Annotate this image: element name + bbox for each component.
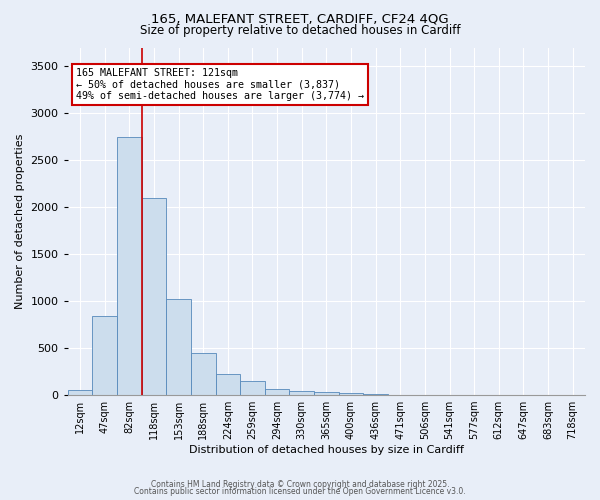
Bar: [265, 388, 289, 395]
Bar: [215, 374, 240, 395]
Text: Size of property relative to detached houses in Cardiff: Size of property relative to detached ho…: [140, 24, 460, 37]
Bar: [142, 198, 166, 395]
X-axis label: Distribution of detached houses by size in Cardiff: Distribution of detached houses by size …: [189, 445, 464, 455]
Text: 165 MALEFANT STREET: 121sqm
← 50% of detached houses are smaller (3,837)
49% of : 165 MALEFANT STREET: 121sqm ← 50% of det…: [76, 68, 364, 102]
Bar: [92, 316, 117, 395]
Bar: [191, 353, 215, 395]
Bar: [364, 394, 388, 395]
Text: Contains public sector information licensed under the Open Government Licence v3: Contains public sector information licen…: [134, 487, 466, 496]
Text: 165, MALEFANT STREET, CARDIFF, CF24 4QG: 165, MALEFANT STREET, CARDIFF, CF24 4QG: [151, 12, 449, 26]
Text: Contains HM Land Registry data © Crown copyright and database right 2025.: Contains HM Land Registry data © Crown c…: [151, 480, 449, 489]
Bar: [289, 391, 314, 395]
Bar: [314, 392, 338, 395]
Y-axis label: Number of detached properties: Number of detached properties: [15, 134, 25, 309]
Bar: [338, 392, 364, 395]
Bar: [117, 136, 142, 395]
Bar: [240, 382, 265, 395]
Bar: [166, 300, 191, 395]
Bar: [68, 390, 92, 395]
